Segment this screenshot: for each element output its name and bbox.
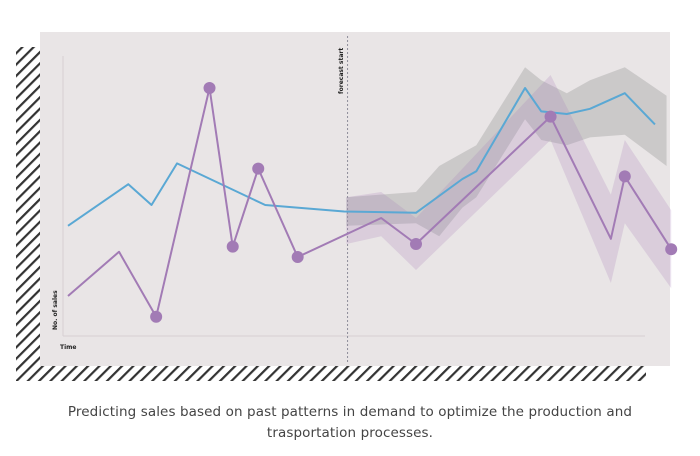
data-point-purple <box>665 243 678 256</box>
series-line-blue <box>67 87 656 227</box>
y-axis-label: No. of sales <box>52 290 59 330</box>
data-point-purple <box>291 251 304 263</box>
caption-line-2: trasportation processes. <box>266 425 434 441</box>
x-axis-label: Time <box>60 344 76 351</box>
purple-forecast-band <box>346 75 672 289</box>
data-point-purple <box>203 82 216 94</box>
data-point-purple <box>252 162 265 175</box>
data-point-purple <box>544 110 557 123</box>
forecast-start-label: forecast start <box>338 48 345 94</box>
data-point-purple <box>410 238 422 250</box>
caption-line-1: Predicting sales based on past patterns … <box>67 404 633 420</box>
data-point-purple <box>226 240 239 253</box>
data-point-purple <box>618 170 631 183</box>
chart-figure: forecast start No. of sales Time <box>16 32 678 381</box>
data-point-purple <box>150 310 163 323</box>
series-points <box>150 82 678 323</box>
caption: Predicting sales based on past patterns … <box>0 402 700 444</box>
